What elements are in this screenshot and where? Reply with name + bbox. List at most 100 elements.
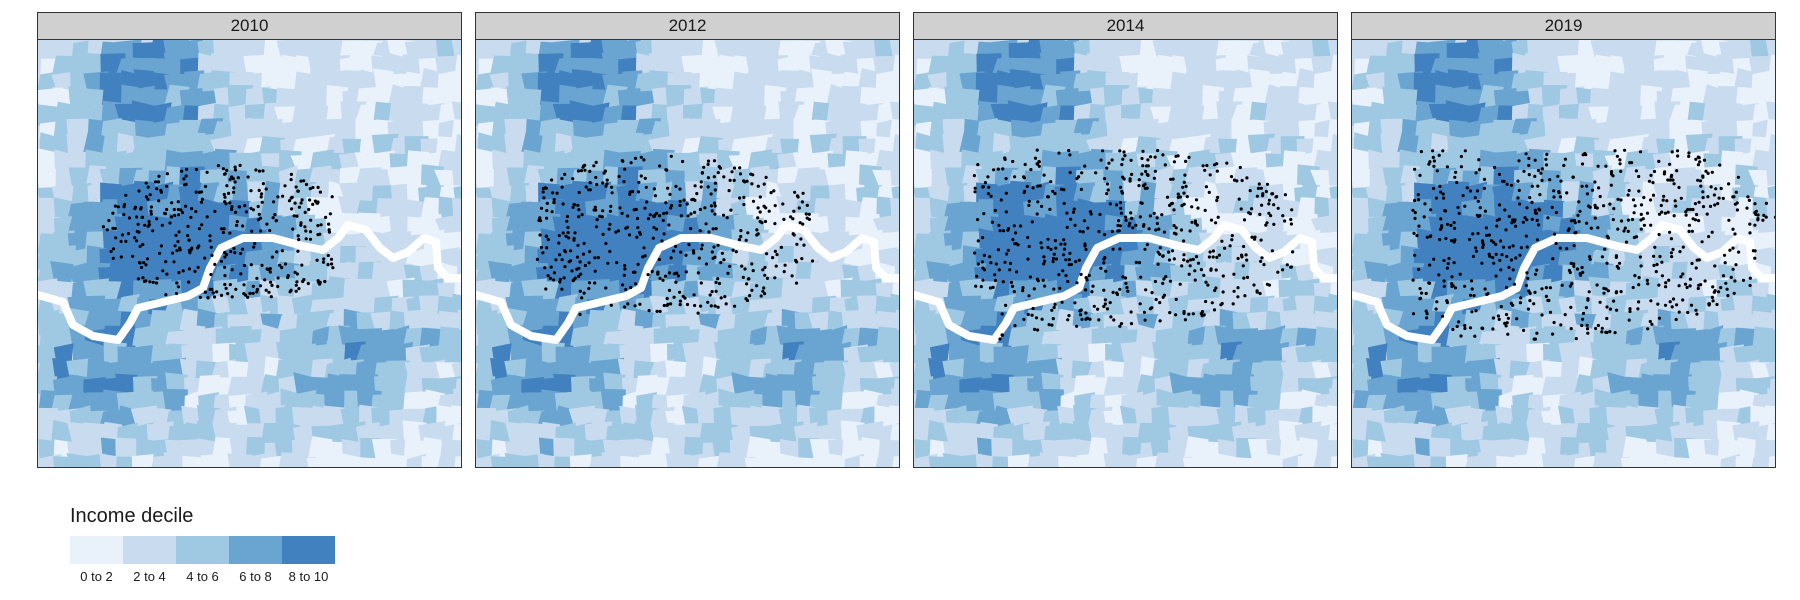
location-point [1449,223,1453,227]
location-point [1121,157,1125,161]
location-point [1216,195,1220,199]
location-point [1612,299,1616,303]
location-point [296,234,300,238]
location-point [1130,216,1134,220]
location-point [652,226,656,230]
location-point [1652,263,1656,267]
location-point [1663,211,1667,215]
location-point [295,280,299,284]
income-area [1282,453,1303,467]
location-point [1653,245,1657,249]
income-area [1653,452,1677,467]
location-point [1478,206,1482,210]
location-point [1746,195,1750,199]
location-point [194,190,198,194]
location-point [1470,287,1474,291]
income-area [796,457,816,467]
location-point [175,249,179,253]
location-point [1417,224,1421,228]
location-point [565,214,570,219]
location-point [1143,318,1147,322]
location-point [1580,184,1584,188]
location-point [695,192,699,196]
income-area [943,212,968,236]
income-area [306,457,331,467]
location-point [714,227,718,231]
location-point [1585,327,1590,331]
location-point [792,209,796,213]
location-point [303,225,307,229]
location-point [1105,182,1110,186]
location-point [801,222,805,226]
location-point [1518,301,1522,305]
location-point [1691,217,1695,221]
location-point [308,237,313,241]
income-area [891,215,899,237]
location-point [161,269,165,273]
location-point [595,182,599,187]
income-area [1768,456,1775,467]
income-area [1765,423,1775,445]
location-point [1195,223,1199,227]
location-point [1701,190,1705,194]
river-thames [1352,221,1775,344]
location-point [669,203,674,208]
location-point [609,204,613,208]
location-point [1186,259,1190,263]
location-point [199,200,204,204]
location-point [1212,308,1217,312]
income-area [1445,454,1468,467]
location-point [1063,242,1067,246]
location-point [1242,244,1246,249]
location-point [1155,221,1159,226]
location-point [1230,238,1234,242]
location-point [188,251,192,255]
location-point [782,270,786,274]
location-point [1745,206,1749,210]
location-point [1158,252,1162,256]
location-point [1598,300,1602,304]
location-point [111,211,115,215]
location-point [539,206,544,210]
location-point [1596,226,1600,230]
location-point [1137,178,1141,182]
location-point [1164,275,1168,279]
legend-label: 2 to 4 [133,569,166,584]
location-point [782,217,786,221]
location-point [667,288,672,292]
location-point [1525,245,1529,249]
location-point [1417,198,1421,202]
location-point [1733,202,1737,206]
location-point [1731,267,1735,271]
location-point [1065,211,1069,215]
location-point [1108,301,1112,305]
location-point [165,172,169,176]
location-point [704,222,708,226]
location-point [276,195,280,199]
location-point [141,276,145,280]
location-point [1638,150,1643,154]
location-point [731,248,735,252]
location-point [194,209,198,214]
location-point [1716,202,1720,206]
location-point [1027,294,1031,298]
location-point [289,196,293,200]
location-point [280,249,284,253]
location-point [1046,245,1050,250]
location-point [1468,326,1473,330]
location-point [1050,323,1054,327]
location-point [1494,274,1498,278]
income-area [490,280,515,301]
location-point [246,295,250,299]
location-point [222,172,227,176]
location-point [710,290,714,294]
location-point [1438,184,1442,188]
location-point [1719,186,1723,191]
income-area [926,260,950,284]
location-point [1035,277,1039,281]
location-point [709,192,713,196]
location-point [1221,290,1225,294]
location-point [982,253,986,257]
location-point [1156,250,1160,254]
location-point [1540,178,1544,182]
